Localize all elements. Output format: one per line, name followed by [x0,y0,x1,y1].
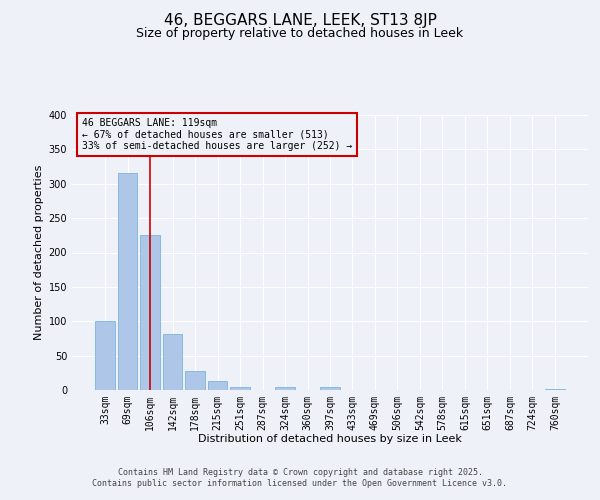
Bar [230,386,250,390]
Bar [185,372,205,390]
X-axis label: Distribution of detached houses by size in Leek: Distribution of detached houses by size … [198,434,462,444]
Bar [545,388,565,390]
Text: Size of property relative to detached houses in Leek: Size of property relative to detached ho… [136,28,464,40]
Text: 46 BEGGARS LANE: 119sqm
← 67% of detached houses are smaller (513)
33% of semi-d: 46 BEGGARS LANE: 119sqm ← 67% of detache… [82,118,353,151]
Bar [275,387,295,390]
Bar [118,173,137,390]
Bar [320,386,340,390]
Bar [95,322,115,390]
Y-axis label: Number of detached properties: Number of detached properties [34,165,44,340]
Bar [208,381,227,390]
Bar [140,236,160,390]
Text: 46, BEGGARS LANE, LEEK, ST13 8JP: 46, BEGGARS LANE, LEEK, ST13 8JP [164,12,436,28]
Bar [163,334,182,390]
Text: Contains HM Land Registry data © Crown copyright and database right 2025.
Contai: Contains HM Land Registry data © Crown c… [92,468,508,487]
